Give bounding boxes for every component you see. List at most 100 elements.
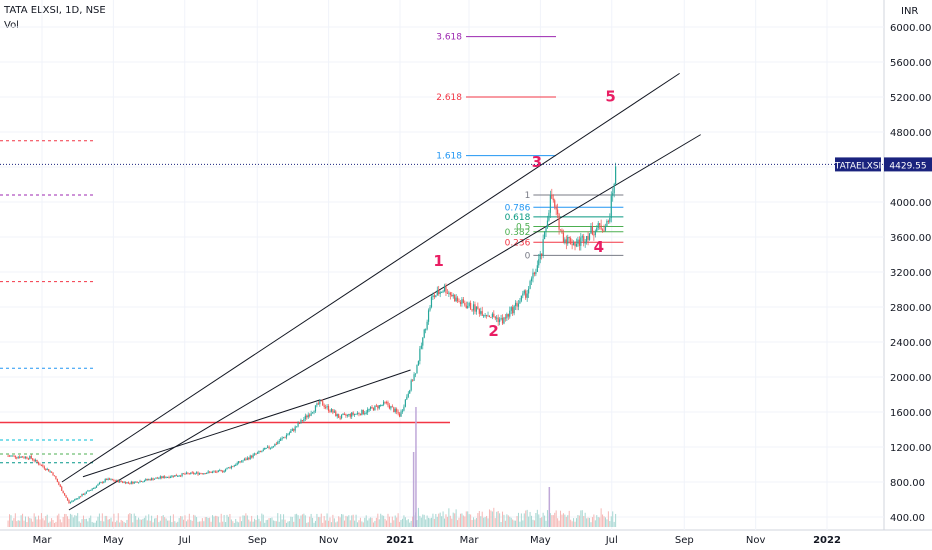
candle-body: [277, 442, 279, 445]
volume-bar: [98, 513, 100, 527]
volume-bar: [20, 515, 22, 527]
candle-body: [519, 300, 521, 304]
candle-body: [193, 472, 195, 474]
candle-body: [149, 479, 151, 481]
volume-bar: [325, 520, 327, 527]
volume-bar: [515, 520, 517, 527]
volume-bar: [338, 516, 340, 527]
candle-body: [439, 292, 441, 294]
candle-body: [487, 315, 489, 317]
volume-bar: [613, 521, 615, 527]
candle-body: [98, 482, 101, 485]
volume-bar: [245, 513, 247, 527]
time-tick-label: Mar: [33, 535, 53, 546]
candle-body: [300, 420, 302, 424]
volume-bar: [252, 521, 254, 527]
candle-body: [443, 285, 446, 292]
volume-bar: [77, 513, 79, 527]
volume-bar: [332, 514, 334, 527]
volume-bar: [280, 514, 282, 527]
candle-body: [311, 412, 314, 414]
volume-bar: [391, 516, 393, 527]
volume-bar: [404, 517, 406, 527]
candle-body: [348, 414, 350, 416]
volume-bar: [348, 515, 350, 527]
volume-bar: [183, 519, 185, 527]
candle-body: [281, 437, 283, 439]
volume-bar: [594, 520, 596, 527]
volume-bar: [570, 519, 572, 527]
volume-bar: [455, 509, 457, 527]
volume-bar: [178, 518, 180, 527]
candle-body: [296, 426, 298, 428]
candle-body: [93, 487, 95, 489]
volume-bar: [159, 520, 161, 527]
candle-body: [394, 408, 396, 413]
volume-bar: [140, 519, 142, 527]
volume-bar: [65, 514, 67, 527]
volume-bar: [143, 517, 145, 527]
volume-bar: [268, 518, 270, 527]
volume-bar: [549, 513, 551, 527]
volume-bar: [184, 515, 186, 527]
candle-body: [388, 405, 391, 409]
volume-bar: [62, 516, 64, 527]
volume-bar: [113, 513, 115, 527]
volume-bar: [198, 521, 200, 527]
candle-body: [575, 243, 578, 247]
candle-body: [287, 434, 289, 436]
volume-bar: [82, 515, 84, 527]
candle-body: [185, 472, 188, 475]
candle-body: [213, 471, 215, 473]
candle-body: [483, 315, 485, 317]
volume-bar: [51, 518, 53, 527]
trend-line: [68, 134, 701, 511]
candle-body: [517, 303, 520, 307]
volume-bar: [583, 515, 585, 527]
volume-bar: [490, 510, 492, 527]
volume-bar: [32, 521, 34, 527]
candle-body: [322, 401, 324, 406]
candle-body: [512, 307, 514, 314]
volume-bar: [423, 514, 425, 527]
volume-bar: [535, 512, 537, 527]
volume-bar: [142, 518, 144, 527]
volume-indicator-label[interactable]: Vol: [4, 20, 19, 31]
candle-body: [94, 487, 96, 489]
candle-body: [327, 406, 330, 411]
candle-body: [111, 479, 114, 481]
volume-bar: [607, 511, 609, 527]
currency-label: INR: [901, 6, 918, 17]
volume-bar: [328, 520, 330, 527]
price-tag-bg: [884, 157, 932, 172]
candle-body: [56, 479, 58, 483]
candle-body: [478, 308, 480, 314]
candle-body: [358, 412, 360, 415]
fib-extension-label: 3.618: [436, 33, 462, 43]
volume-bar: [165, 518, 167, 527]
candle-body: [568, 237, 570, 239]
candle-body: [401, 410, 404, 412]
volume-bar: [284, 519, 286, 527]
candle-body: [593, 234, 595, 236]
volume-bar: [343, 520, 345, 527]
candle-body: [509, 310, 511, 317]
volume-bar: [7, 520, 9, 527]
price-tick-label: 3600.00: [890, 233, 931, 244]
volume-bar: [49, 521, 51, 527]
candle-body: [190, 472, 192, 475]
candle-body: [11, 455, 14, 457]
volume-bar: [210, 521, 212, 527]
candle-body: [142, 481, 144, 483]
candle-body: [577, 239, 579, 244]
candle-body: [291, 429, 293, 431]
candle-body: [195, 472, 198, 474]
volume-bar: [171, 522, 173, 527]
volume-bar: [64, 513, 66, 527]
volume-bar: [538, 514, 540, 527]
volume-bar: [310, 513, 312, 527]
candle-body: [609, 218, 611, 222]
candle-body: [156, 477, 159, 479]
candle-body: [552, 198, 554, 201]
candle-body: [201, 473, 203, 475]
